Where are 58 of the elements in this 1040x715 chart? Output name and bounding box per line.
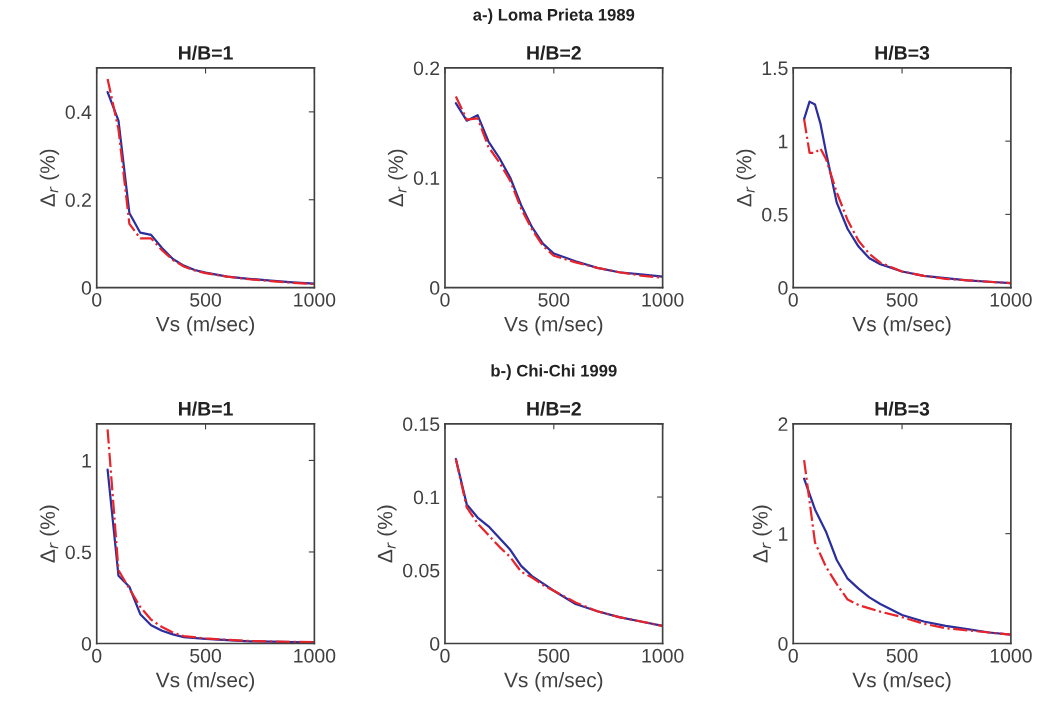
- y-tick-label: 0.15: [403, 417, 440, 432]
- x-tick-label: 500: [538, 648, 570, 663]
- x-tick-label: 1000: [642, 292, 684, 307]
- y-tick-label: 0.1: [413, 171, 440, 185]
- chart-title: H/B=3: [875, 45, 930, 60]
- x-axis-title: Vs (m/sec): [155, 672, 255, 692]
- x-axis-title: Vs (m/sec): [852, 672, 951, 692]
- y-tick-label: 1: [82, 454, 91, 468]
- x-axis-title: Vs (m/sec): [852, 316, 951, 336]
- y-tick-label: 0: [81, 281, 92, 295]
- y-tick-label: 1: [779, 134, 788, 149]
- y-axis-title: Δ$_{r}$ (%): [736, 149, 756, 207]
- y-tick-label: 1: [779, 527, 788, 541]
- y-axis-title: Δ$_{r}$ (%): [39, 505, 60, 563]
- y-axis-title: Δ$_{r}$ (%): [387, 149, 408, 207]
- line-series: [454, 457, 663, 628]
- chart-title: H/B=2: [527, 401, 581, 416]
- y-axis-title: Δ$_{r}$ (%): [377, 505, 397, 563]
- x-tick-label: 500: [190, 292, 222, 307]
- x-tick-label: 1000: [990, 292, 1032, 307]
- x-axis-title: Vs (m/sec): [155, 316, 255, 336]
- x-axis-title: Vs (m/sec): [504, 672, 603, 692]
- chart-subtitle: a-) Loma Prieta 1989: [473, 8, 635, 24]
- y-tick-label: 0.2: [413, 61, 440, 76]
- x-tick-label: 0: [440, 292, 450, 307]
- line-series: [106, 428, 315, 644]
- x-tick-label: 0: [440, 648, 450, 663]
- y-tick-label: 0: [430, 636, 440, 651]
- x-tick-label: 1000: [990, 648, 1032, 663]
- y-tick-label: 0.2: [65, 193, 91, 207]
- chart-title: H/B=3: [875, 401, 930, 416]
- y-axis-title: Δ$_{r}$ (%): [39, 149, 60, 207]
- chart-title: H/B=2: [527, 45, 581, 60]
- x-tick-label: 0: [92, 292, 102, 307]
- x-tick-label: 500: [190, 648, 222, 663]
- x-tick-label: 1000: [642, 648, 684, 663]
- y-tick-label: 0.05: [403, 563, 440, 578]
- chart-title: H/B=1: [179, 401, 233, 416]
- y-tick-label: 0.5: [65, 545, 92, 560]
- x-tick-label: 1000: [294, 648, 336, 663]
- x-tick-label: 500: [886, 292, 918, 307]
- chart-title: H/B=1: [179, 45, 233, 60]
- y-tick-label: 2: [778, 417, 788, 431]
- y-tick-label: 0.5: [762, 207, 788, 222]
- y-tick-label: 1.5: [762, 61, 788, 76]
- y-tick-label: 0: [430, 281, 440, 295]
- y-tick-label: 0.1: [413, 490, 440, 505]
- chart-subtitle: b-) Chi-Chi 1999: [491, 364, 617, 380]
- y-tick-label: 0: [778, 636, 788, 651]
- x-tick-label: 1000: [294, 292, 336, 307]
- x-tick-label: 500: [886, 648, 918, 663]
- x-tick-label: 0: [92, 648, 102, 663]
- x-axis-title: Vs (m/sec): [504, 316, 603, 336]
- y-tick-label: 0: [81, 636, 92, 651]
- y-tick-label: 0: [778, 281, 788, 295]
- x-tick-label: 500: [538, 292, 570, 307]
- y-tick-label: 0.4: [65, 105, 92, 120]
- y-axis-title: Δ$_{r}$ (%): [752, 505, 772, 563]
